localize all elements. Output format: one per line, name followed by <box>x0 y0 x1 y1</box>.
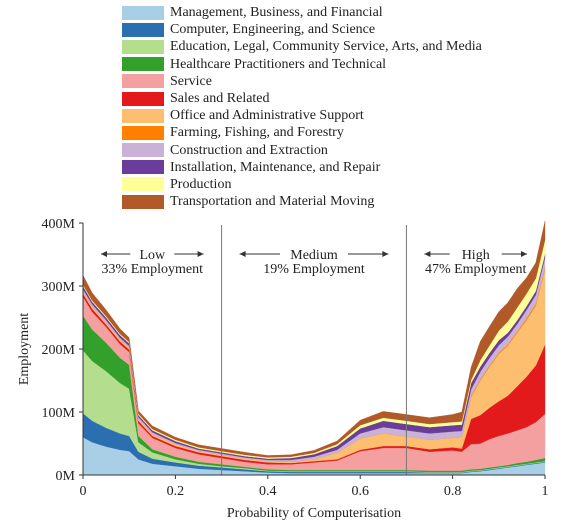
region-subtitle: 33% Employment <box>102 262 204 277</box>
legend-label: Management, Business, and Financial <box>170 5 383 21</box>
legend-item-construction-and-extraction: Construction and Extraction <box>122 142 542 159</box>
legend-item-service: Service <box>122 73 542 90</box>
legend-swatch <box>122 39 164 54</box>
legend-label: Transportation and Material Moving <box>170 194 375 210</box>
right-arrow-head <box>382 251 389 257</box>
y-axis-label: Employment <box>17 313 32 385</box>
x-axis-label: Probability of Computerisation <box>227 506 401 521</box>
legend-label: Healthcare Practitioners and Technical <box>170 56 387 72</box>
legend-item-installation-maintenance-and-repair: Installation, Maintenance, and Repair <box>122 159 542 176</box>
x-tick-label: 0.4 <box>259 484 277 499</box>
legend-swatch <box>122 57 164 72</box>
right-arrow-head <box>521 251 527 257</box>
legend-item-education-legal-community-service-arts-and-media: Education, Legal, Community Service, Art… <box>122 38 542 55</box>
legend-swatch <box>122 91 164 106</box>
legend-label: Computer, Engineering, and Science <box>170 22 376 38</box>
legend-swatch <box>122 74 164 89</box>
legend-item-production: Production <box>122 176 542 193</box>
legend-item-transportation-and-material-moving: Transportation and Material Moving <box>122 193 542 210</box>
left-arrow-head <box>239 251 246 257</box>
left-arrow-head <box>424 251 431 257</box>
legend-item-healthcare-practitioners-and-technical: Healthcare Practitioners and Technical <box>122 56 542 73</box>
x-tick-label: 0.8 <box>444 484 462 499</box>
y-tick-label: 400M <box>42 217 76 232</box>
axes: 0 0.2 0.4 0.6 0.8 1 0M 100M 200M 300M 400M <box>42 217 549 499</box>
legend-item-sales-and-related: Sales and Related <box>122 90 542 107</box>
x-tick-label: 1 <box>542 484 549 499</box>
legend-swatch <box>122 177 164 192</box>
region-name: Low <box>139 248 166 263</box>
legend-label: Farming, Fishing, and Forestry <box>170 125 344 141</box>
region-subtitle: 19% Employment <box>263 262 365 277</box>
legend-swatch <box>122 125 164 140</box>
y-tick-label: 100M <box>42 406 76 421</box>
legend-label: Office and Administrative Support <box>170 108 364 124</box>
region-name: Medium <box>290 248 338 263</box>
legend-label: Construction and Extraction <box>170 142 328 158</box>
legend-swatch <box>122 22 164 37</box>
right-arrow-head <box>197 251 204 257</box>
legend: Management, Business, and Financial Compu… <box>122 4 542 210</box>
x-tick-label: 0.6 <box>351 484 369 499</box>
y-tick-label: 0M <box>56 469 76 484</box>
legend-label: Installation, Maintenance, and Repair <box>170 159 381 175</box>
region-dividers <box>221 225 407 475</box>
legend-swatch <box>122 108 164 123</box>
legend-swatch <box>122 194 164 209</box>
legend-swatch <box>122 5 164 20</box>
region-subtitle: 47% Employment <box>425 262 527 277</box>
x-tick-label: 0 <box>80 484 87 499</box>
legend-item-management-business-and-financial: Management, Business, and Financial <box>122 4 542 21</box>
left-arrow-head <box>101 251 107 257</box>
region-name: High <box>462 248 490 263</box>
y-tick-label: 300M <box>42 280 76 295</box>
legend-label: Sales and Related <box>170 91 270 107</box>
legend-label: Service <box>170 73 212 89</box>
legend-swatch <box>122 143 164 158</box>
legend-label: Education, Legal, Community Service, Art… <box>170 39 482 55</box>
legend-item-farming-fishing-and-forestry: Farming, Fishing, and Forestry <box>122 124 542 141</box>
legend-item-computer-engineering-and-science: Computer, Engineering, and Science <box>122 21 542 38</box>
y-tick-label: 200M <box>42 343 76 358</box>
legend-label: Production <box>170 176 232 192</box>
legend-item-office-and-administrative-support: Office and Administrative Support <box>122 107 542 124</box>
legend-swatch <box>122 160 164 175</box>
x-tick-label: 0.2 <box>167 484 185 499</box>
